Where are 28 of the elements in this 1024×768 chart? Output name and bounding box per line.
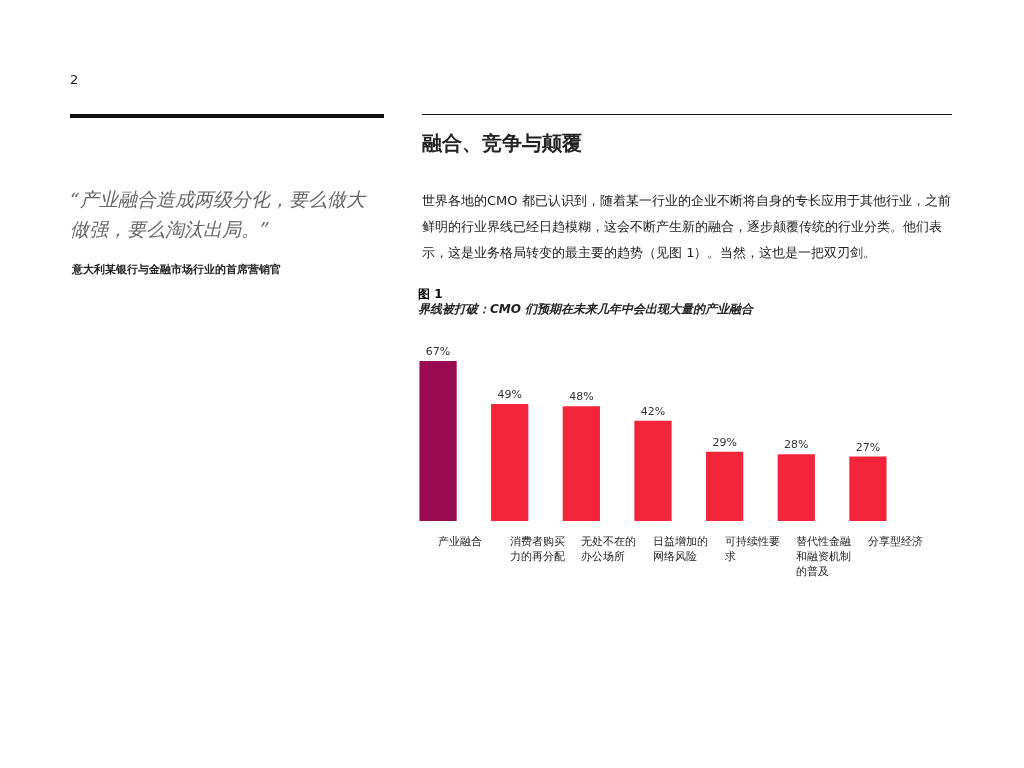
x-tick-label: 替代性金融和融资机制的普及 [796,534,852,578]
data-label: 49% [497,387,522,401]
bar [634,420,672,521]
bar [562,406,600,521]
data-label: 48% [569,390,594,404]
bar [849,456,887,521]
chart-title: 图 1 [418,287,443,301]
text: 世界各地的CMO 都已认识到，随着某一行业的企业不断将自身的专长应用于其他行业，之前鲜明的行业界线已经日趋模糊，这会不断产生新的融合，逐步颠覆传统的行业分类。他们表示，这是业务格局转变的最主要的趋势（见图 1）。当然，这也是一把双刃剑。 [422,192,952,262]
x-tick-label: 分享型经济 [867,534,923,548]
bar [491,403,529,521]
text: 融合、竞争与颠覆 [422,130,582,157]
text: “产业融合造成两级分化，要么做大做强，要么淘汰出局。” [70,187,368,242]
data-label: 28% [784,438,809,452]
x-tick-label: 无处不在的办公场所 [581,534,637,563]
x-tick-label: 日益增加的网络风险 [653,534,708,563]
x-tick-label: 可持续性要求 [724,534,780,563]
x-tick-label: 产业融合 [438,534,483,548]
text: 意大利某银行与金融市场行业的首席营销官 [72,262,281,277]
data-label: 42% [640,404,666,418]
data-label: 27% [855,440,881,454]
text: 2 [70,72,79,87]
data-label: 29% [712,435,737,449]
bar [419,361,457,521]
data-label: 67% [425,345,451,358]
x-tick-label: 消费者购买力的再分配 [509,534,565,563]
chart-subtitle: 界线被打破：CMO 们预期在未来几年中会出现大量的产业融合 [418,302,756,316]
bar [777,454,815,521]
bar [706,451,744,521]
